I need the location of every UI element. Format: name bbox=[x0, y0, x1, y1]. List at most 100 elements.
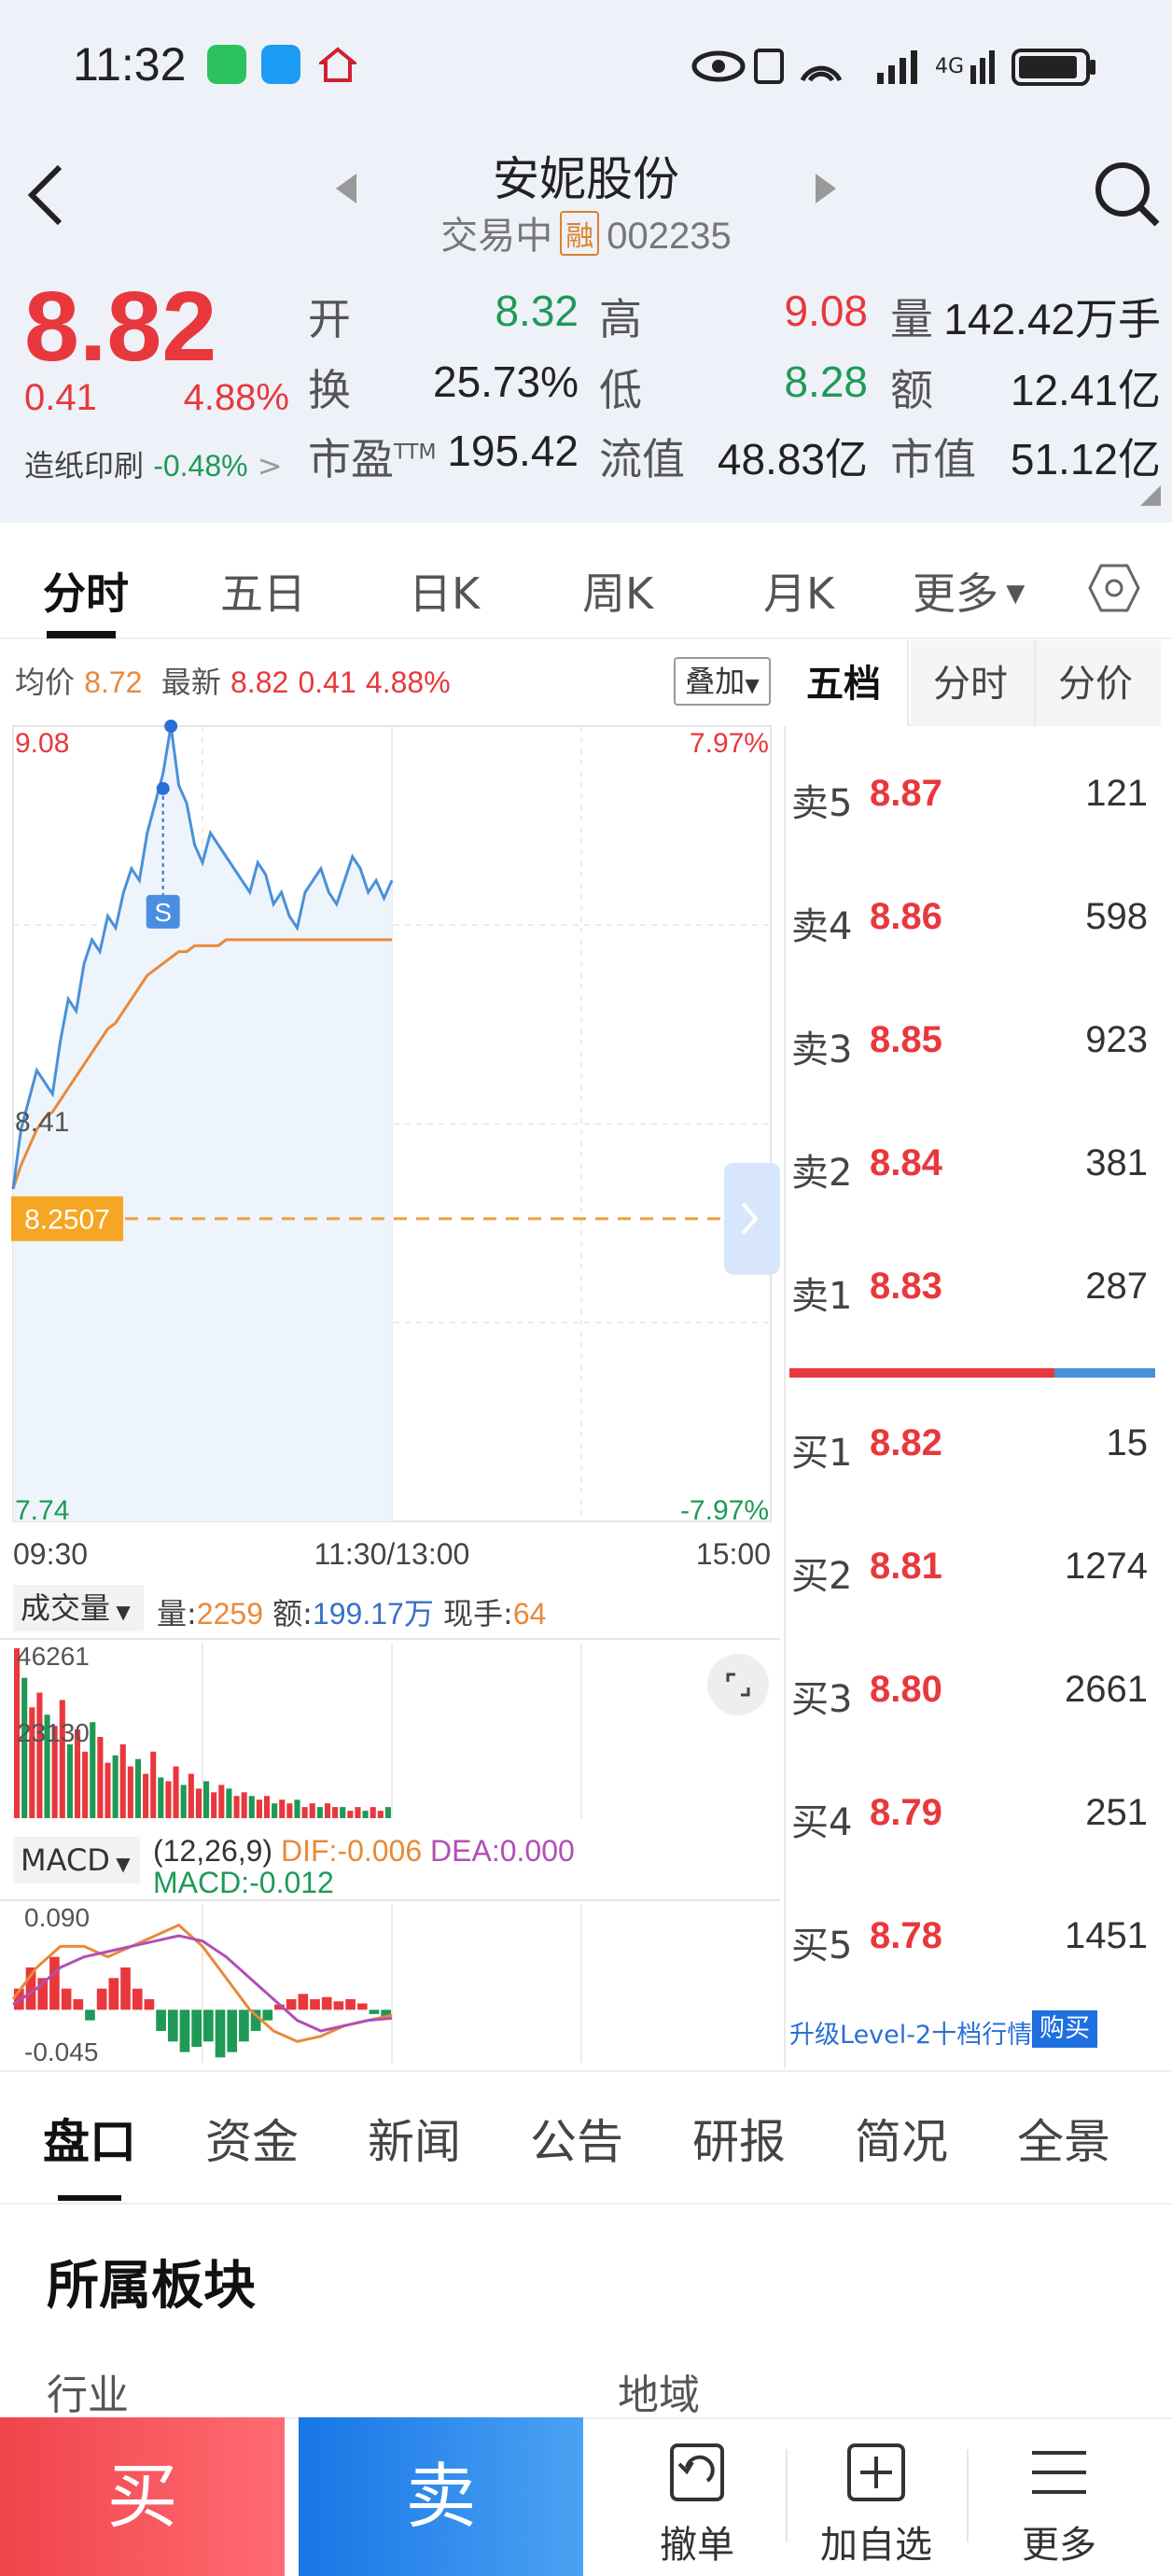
tab-panorama[interactable]: 全景 bbox=[1017, 2115, 1110, 2169]
menu-icon bbox=[1032, 2451, 1086, 2494]
tab-research[interactable]: 研报 bbox=[692, 2115, 786, 2169]
settings-hexagon-icon[interactable] bbox=[1088, 562, 1140, 614]
back-icon[interactable] bbox=[22, 162, 69, 228]
tab-monthly-k[interactable]: 月K bbox=[763, 568, 835, 619]
bid-row[interactable]: 买3 8.80 2661 bbox=[791, 1669, 1155, 1725]
volume-bar bbox=[241, 1792, 247, 1818]
ask-row[interactable]: 卖4 8.86 598 bbox=[791, 896, 1155, 952]
tab-news[interactable]: 新闻 bbox=[368, 2115, 461, 2169]
price-area-fill bbox=[13, 726, 392, 1521]
volume-bar bbox=[332, 1807, 339, 1818]
tab-intraday[interactable]: 分时 bbox=[43, 568, 129, 619]
search-icon[interactable] bbox=[1092, 159, 1163, 230]
depth-tab-five[interactable]: 五档 bbox=[806, 663, 881, 706]
x-tick-mid: 11:30/13:00 bbox=[314, 1537, 470, 1571]
volume-indicator-dropdown[interactable]: 成交量 ▼ bbox=[13, 1585, 144, 1631]
intraday-price-chart[interactable]: S 9.08 8.41 7.74 7.97% -7.97% 8.2507 09:30 11:30… bbox=[0, 719, 780, 1577]
dea-line bbox=[12, 1934, 393, 2033]
header bbox=[0, 140, 1172, 280]
volume-bar bbox=[263, 1796, 271, 1818]
tab-weekly-k[interactable]: 周K bbox=[582, 568, 654, 619]
macd-bar bbox=[73, 1999, 84, 2010]
depth-level-label: 卖4 bbox=[791, 905, 853, 948]
cancel-order-button[interactable]: 撤单 bbox=[608, 2417, 786, 2576]
macd-bar bbox=[156, 2009, 166, 2031]
buy-button[interactable]: 买 bbox=[0, 2417, 285, 2576]
order-book-panel bbox=[784, 640, 1160, 2068]
volume-bar bbox=[188, 1773, 194, 1818]
volume-bar bbox=[377, 1811, 384, 1818]
bid-row[interactable]: 买2 8.81 1274 bbox=[791, 1546, 1155, 1602]
volume-bar bbox=[158, 1777, 164, 1818]
depth-price: 8.83 bbox=[870, 1266, 942, 1307]
tab-capital[interactable]: 资金 bbox=[205, 2115, 299, 2169]
ask-ratio-bar bbox=[1054, 1368, 1155, 1378]
depth-level-label: 买4 bbox=[791, 1801, 853, 1844]
depth-volume: 121 bbox=[1085, 773, 1148, 814]
sector-link[interactable]: 造纸印刷 -0.48% > bbox=[24, 448, 283, 483]
volume-bar bbox=[165, 1781, 172, 1818]
volume-bar bbox=[112, 1755, 119, 1818]
avg-price: 8.72 bbox=[84, 665, 143, 699]
dif-line bbox=[11, 1923, 393, 2043]
depth-tab-price[interactable]: 分价 bbox=[1058, 663, 1133, 706]
macd-bar bbox=[120, 1967, 131, 2010]
ask-row[interactable]: 卖1 8.83 287 bbox=[791, 1266, 1155, 1322]
upgrade-level2-link[interactable]: 升级Level-2十档行情 bbox=[789, 2021, 1033, 2050]
pe-value: 195.42 bbox=[447, 427, 579, 475]
last-price: 8.82 bbox=[24, 272, 217, 382]
volume-bar bbox=[362, 1811, 369, 1818]
volume-bar bbox=[29, 1707, 35, 1818]
volume-bar bbox=[90, 1722, 96, 1818]
bid-row[interactable]: 买5 8.78 1451 bbox=[791, 1915, 1155, 1971]
y-label-low: 7.74 bbox=[15, 1495, 69, 1526]
sell-button[interactable]: 卖 bbox=[299, 2417, 583, 2576]
tab-daily-k[interactable]: 日K bbox=[409, 568, 481, 619]
macd-bar bbox=[96, 1988, 107, 2010]
depth-tab-ticks[interactable]: 分时 bbox=[933, 663, 1008, 706]
sell-signal-marker bbox=[146, 894, 180, 929]
margin-tag: 融 bbox=[560, 211, 600, 256]
open-label: 开 bbox=[308, 294, 351, 344]
macd-bar bbox=[286, 1999, 297, 2010]
tab-profile[interactable]: 简况 bbox=[855, 2115, 948, 2169]
macd-bar bbox=[132, 1988, 143, 2010]
ask-row[interactable]: 卖5 8.87 121 bbox=[791, 773, 1155, 829]
vol-y-mid: 23130 bbox=[17, 1718, 90, 1747]
depth-level-label: 买5 bbox=[791, 1925, 853, 1967]
prev-close-badge bbox=[11, 1196, 123, 1241]
ask-row[interactable]: 卖3 8.85 923 bbox=[791, 1019, 1155, 1075]
macd-bar bbox=[203, 2009, 214, 2042]
prev-stock-icon[interactable] bbox=[332, 170, 360, 207]
volume-bar bbox=[384, 1807, 391, 1818]
ask-row[interactable]: 卖2 8.84 381 bbox=[791, 1142, 1155, 1198]
tab-five-day[interactable]: 五日 bbox=[220, 568, 306, 619]
macd-bar bbox=[61, 1988, 72, 2010]
volume-bar bbox=[347, 1811, 354, 1818]
fullscreen-icon[interactable] bbox=[707, 1654, 769, 1715]
more-menu-button[interactable]: 更多 bbox=[970, 2417, 1148, 2576]
volume-bar bbox=[203, 1781, 210, 1818]
depth-price: 8.87 bbox=[870, 773, 942, 814]
tab-more[interactable]: 更多 ▼ bbox=[913, 568, 1026, 619]
bid-row[interactable]: 买4 8.79 251 bbox=[791, 1792, 1155, 1848]
volume-bar bbox=[248, 1796, 255, 1818]
turnover-label: 换 bbox=[308, 365, 351, 415]
overlay-dropdown[interactable]: 叠加▼ bbox=[674, 657, 771, 706]
add-watchlist-button[interactable]: 加自选 bbox=[788, 2417, 965, 2576]
tab-order-book[interactable]: 盘口 bbox=[43, 2115, 136, 2169]
volume-label: 量 bbox=[890, 294, 933, 344]
turnover-value: 25.73% bbox=[432, 357, 579, 406]
stock-name: 安妮股份 bbox=[493, 152, 679, 206]
macd-bar bbox=[49, 1956, 60, 2010]
next-stock-icon[interactable] bbox=[812, 170, 840, 207]
macd-bar bbox=[274, 2004, 285, 2010]
expand-corner-icon[interactable] bbox=[1140, 485, 1161, 506]
macd-indicator-dropdown[interactable]: MACD ▼ bbox=[13, 1837, 140, 1883]
depth-volume: 251 bbox=[1085, 1792, 1148, 1833]
depth-volume: 287 bbox=[1085, 1266, 1148, 1307]
buy-level2-button[interactable]: 购买 bbox=[1032, 2010, 1097, 2048]
bid-row[interactable]: 买1 8.82 15 bbox=[791, 1422, 1155, 1478]
tab-announcements[interactable]: 公告 bbox=[530, 2115, 623, 2169]
status-icons: 4G bbox=[691, 45, 1101, 88]
